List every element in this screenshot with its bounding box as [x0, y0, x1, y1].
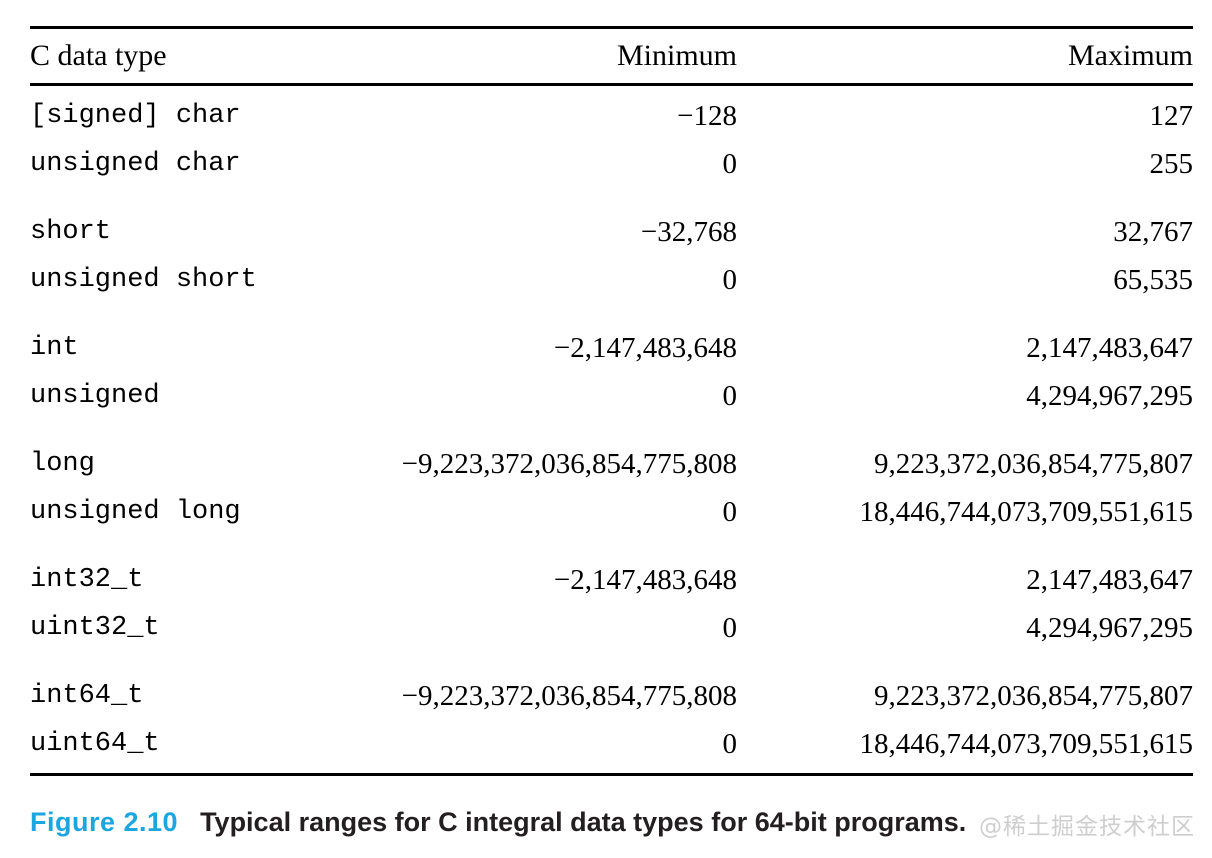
cell-c-data-type: int32_t [30, 565, 144, 595]
cell-maximum: 18,446,744,073,709,551,615 [859, 727, 1194, 760]
row-group: int −2,147,483,648 2,147,483,647 unsigne… [30, 324, 1193, 420]
cell-minimum: −128 [677, 99, 737, 132]
cell-c-data-type: uint32_t [30, 613, 160, 643]
table-row: long −9,223,372,036,854,775,808 9,223,37… [30, 440, 1193, 488]
table-row: int32_t −2,147,483,648 2,147,483,647 [30, 556, 1193, 604]
cell-minimum: 0 [722, 727, 738, 760]
cell-c-data-type: uint64_t [30, 729, 160, 759]
cell-maximum: 32,767 [1113, 215, 1193, 248]
cell-minimum: 0 [722, 495, 738, 528]
cell-c-data-type: unsigned long [30, 497, 241, 527]
figure-number-label: Figure 2.10 [30, 807, 179, 837]
table-row: unsigned char 0 255 [30, 140, 1193, 188]
table-row: unsigned 0 4,294,967,295 [30, 372, 1193, 420]
table-body: [signed] char −128 127 unsigned char 0 2… [30, 86, 1193, 773]
column-header-maximum: Maximum [1068, 39, 1193, 72]
cell-minimum: −2,147,483,648 [553, 563, 737, 596]
table-row: unsigned short 0 65,535 [30, 256, 1193, 304]
cell-minimum: −9,223,372,036,854,775,808 [401, 679, 737, 712]
table-row: unsigned long 0 18,446,744,073,709,551,6… [30, 488, 1193, 536]
cell-minimum: 0 [722, 611, 738, 644]
cell-maximum: 18,446,744,073,709,551,615 [859, 495, 1194, 528]
cell-c-data-type: int [30, 333, 79, 363]
figure-caption-text: Typical ranges for C integral data types… [200, 807, 967, 837]
row-group: short −32,768 32,767 unsigned short 0 65… [30, 208, 1193, 304]
cell-c-data-type: unsigned char [30, 149, 241, 179]
cell-minimum: 0 [722, 379, 738, 412]
cell-c-data-type: long [30, 449, 95, 479]
cell-maximum: 9,223,372,036,854,775,807 [874, 679, 1193, 712]
cell-minimum: −32,768 [640, 215, 737, 248]
figure-caption: Figure 2.10 Typical ranges for C integral… [30, 804, 1190, 840]
table-header-row: C data type Minimum Maximum [30, 29, 1193, 86]
cell-c-data-type: unsigned [30, 381, 160, 411]
cell-minimum: 0 [722, 263, 738, 296]
cell-maximum: 2,147,483,647 [1026, 331, 1193, 364]
cell-minimum: 0 [722, 147, 738, 180]
cell-minimum: −2,147,483,648 [553, 331, 737, 364]
cell-maximum: 255 [1149, 147, 1194, 180]
cell-minimum: −9,223,372,036,854,775,808 [401, 447, 737, 480]
table-row: uint64_t 0 18,446,744,073,709,551,615 [30, 720, 1193, 768]
cell-c-data-type: [signed] char [30, 101, 241, 131]
column-header-c-data-type: C data type [30, 39, 167, 72]
row-group: long −9,223,372,036,854,775,808 9,223,37… [30, 440, 1193, 536]
table-row: [signed] char −128 127 [30, 92, 1193, 140]
column-header-minimum: Minimum [616, 39, 737, 72]
table-row: short −32,768 32,767 [30, 208, 1193, 256]
figure-2-10-table: C data type Minimum Maximum [signed] cha… [30, 26, 1193, 776]
row-group: [signed] char −128 127 unsigned char 0 2… [30, 92, 1193, 188]
table-row: int64_t −9,223,372,036,854,775,808 9,223… [30, 672, 1193, 720]
cell-maximum: 4,294,967,295 [1026, 611, 1193, 644]
table-row: int −2,147,483,648 2,147,483,647 [30, 324, 1193, 372]
cell-maximum: 2,147,483,647 [1026, 563, 1193, 596]
cell-maximum: 65,535 [1113, 263, 1193, 296]
table-row: uint32_t 0 4,294,967,295 [30, 604, 1193, 652]
cell-maximum: 127 [1149, 99, 1194, 132]
cell-maximum: 9,223,372,036,854,775,807 [874, 447, 1193, 480]
cell-c-data-type: unsigned short [30, 265, 257, 295]
cell-maximum: 4,294,967,295 [1026, 379, 1193, 412]
row-group: int64_t −9,223,372,036,854,775,808 9,223… [30, 672, 1193, 768]
cell-c-data-type: short [30, 217, 112, 247]
cell-c-data-type: int64_t [30, 681, 144, 711]
row-group: int32_t −2,147,483,648 2,147,483,647 uin… [30, 556, 1193, 652]
